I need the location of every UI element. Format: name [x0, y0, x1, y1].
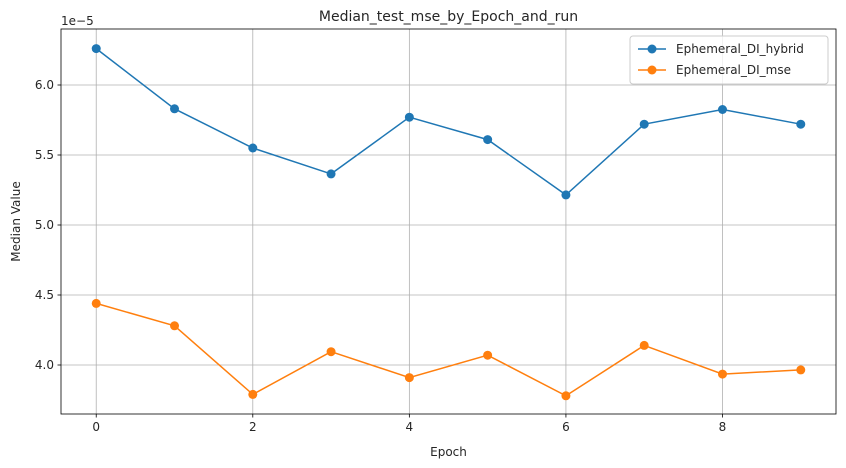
legend-box: [629, 35, 829, 85]
series-2-point: [326, 347, 336, 357]
series-2-point: [639, 340, 649, 350]
series-1-point: [717, 105, 727, 114]
series-1-point: [639, 119, 649, 129]
axis-ticks: 0 2 4 6 8 4.0 4.5 5.0 5.5 6.0: [35, 78, 726, 434]
series-2-point: [561, 391, 571, 401]
grid: [61, 29, 836, 414]
series-2-point: [717, 369, 727, 379]
series-2-point: [404, 373, 414, 383]
series-1-point: [170, 104, 180, 114]
series-1-point: [326, 169, 336, 179]
x-tick-label: 4: [406, 420, 414, 434]
series-2-point: [796, 365, 806, 375]
legend-label-1: Ephemeral_DI_hybrid: [676, 42, 804, 56]
series-2-point: [483, 350, 493, 360]
x-tick-label: 8: [719, 420, 727, 434]
chart-title: Median_test_mse_by_Epoch_and_run: [319, 9, 578, 25]
series-1-point: [91, 44, 101, 54]
x-tick-label: 2: [249, 420, 257, 434]
y-axis-scale-label: 1e−5: [61, 14, 94, 28]
series-2-point: [248, 389, 258, 399]
series-1-point: [404, 112, 414, 122]
plot-area-frame: [60, 28, 837, 415]
legend-marker-2: [647, 65, 657, 75]
series-layer: [91, 44, 806, 401]
series-1-point: [561, 190, 571, 200]
series-2-point: [91, 298, 101, 308]
x-tick-label: 0: [92, 420, 100, 434]
series-line-2: [96, 302, 801, 397]
series-1-point: [483, 135, 493, 145]
x-tick-label: 6: [562, 420, 570, 434]
series-2-point: [170, 321, 180, 331]
y-tick-label: 5.0: [35, 218, 54, 232]
y-tick-label: 5.5: [35, 148, 54, 162]
y-tick-label: 4.5: [35, 288, 54, 302]
legend-marker-1: [647, 44, 657, 54]
x-axis-label: Epoch: [430, 445, 467, 459]
legend-label-2: Ephemeral_DI_mse: [676, 63, 791, 77]
series-1-point: [796, 119, 806, 129]
y-axis-label: Median Value: [9, 181, 23, 261]
y-tick-label: 4.0: [35, 358, 54, 372]
series-line-1: [95, 48, 801, 196]
legend: Ephemeral_DI_hybrid Ephemeral_DI_mse: [629, 35, 829, 85]
y-tick-label: 6.0: [35, 78, 54, 92]
series-1-point: [248, 143, 258, 153]
